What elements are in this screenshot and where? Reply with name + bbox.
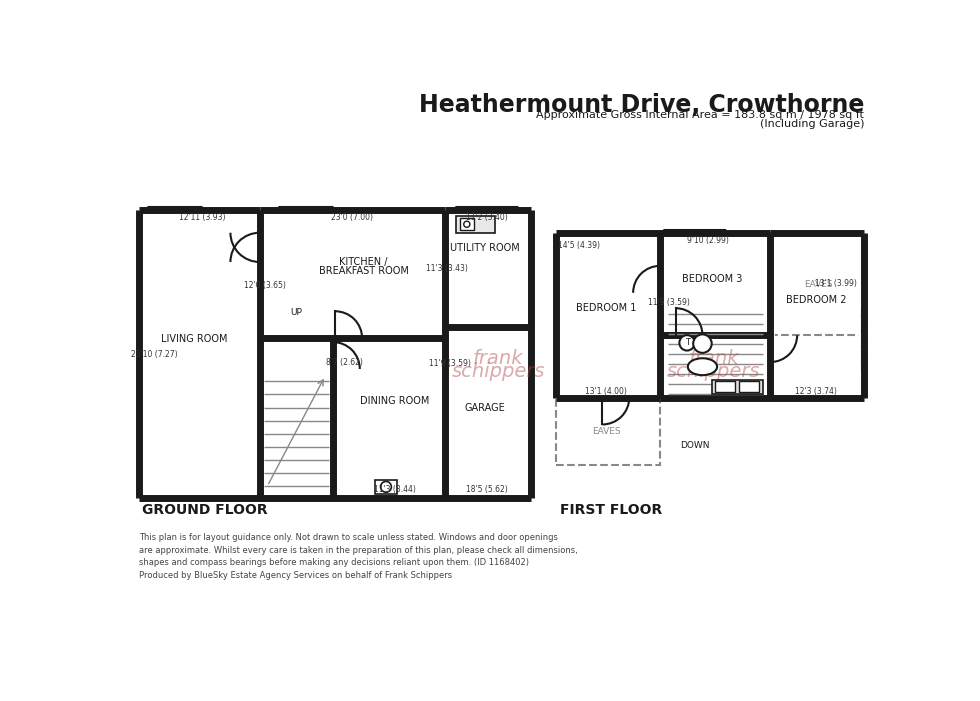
Text: 14'5 (4.39): 14'5 (4.39) (559, 240, 600, 250)
Text: schippers: schippers (452, 362, 545, 381)
Bar (661, 233, 864, 397)
Text: (Including Garage): (Including Garage) (760, 118, 864, 129)
Text: FIRST FLOOR: FIRST FLOOR (560, 503, 662, 517)
Text: 12'3 (3.74): 12'3 (3.74) (796, 387, 837, 396)
Ellipse shape (688, 358, 717, 375)
Text: Approximate Gross Internal Area = 183.8 sq m / 1978 sq ft: Approximate Gross Internal Area = 183.8 … (536, 109, 864, 120)
Text: UTILITY ROOM: UTILITY ROOM (451, 243, 520, 253)
Bar (712, 380, 762, 394)
Text: EAVES: EAVES (804, 280, 832, 289)
Text: BEDROOM 3: BEDROOM 3 (682, 274, 743, 284)
Text: 23'0 (7.00): 23'0 (7.00) (331, 213, 373, 222)
Text: 18'5 (5.62): 18'5 (5.62) (466, 485, 508, 494)
Text: 12'11 (3.93): 12'11 (3.93) (178, 213, 225, 222)
Circle shape (679, 335, 695, 350)
Bar (139, 210, 531, 498)
Text: 23'10 (7.27): 23'10 (7.27) (131, 350, 177, 359)
Bar (557, 233, 661, 397)
Text: 11'9 (3.59): 11'9 (3.59) (649, 297, 690, 306)
Text: Heathermount Drive, Crowthorne: Heathermount Drive, Crowthorne (418, 93, 864, 116)
Bar (375, 480, 397, 494)
Text: BEDROOM 2: BEDROOM 2 (786, 296, 847, 306)
Text: 13'1 (4.00): 13'1 (4.00) (585, 387, 627, 396)
Text: schippers: schippers (667, 362, 760, 381)
Text: 11'3 (3.43): 11'3 (3.43) (426, 264, 467, 273)
Circle shape (464, 222, 470, 227)
Bar (740, 381, 760, 392)
Text: 9'10 (2.99): 9'10 (2.99) (687, 236, 729, 245)
Bar (770, 233, 864, 335)
Text: KITCHEN /: KITCHEN / (339, 257, 388, 267)
Text: 12'0 (3.65): 12'0 (3.65) (244, 280, 286, 290)
Text: UP: UP (290, 308, 302, 317)
Text: frank: frank (473, 348, 523, 368)
Text: BEDROOM 1: BEDROOM 1 (576, 304, 636, 313)
Text: This plan is for layout guidance only. Not drawn to scale unless stated. Windows: This plan is for layout guidance only. N… (139, 533, 577, 580)
Text: DOWN: DOWN (680, 441, 710, 450)
Text: 11'3 (3.44): 11'3 (3.44) (373, 485, 416, 494)
Bar (557, 397, 661, 465)
Text: 11'2 (3.40): 11'2 (3.40) (466, 213, 508, 222)
Circle shape (380, 482, 391, 492)
Text: GARAGE: GARAGE (465, 403, 506, 414)
Bar (460, 218, 473, 231)
Text: frank: frank (689, 348, 739, 368)
Text: 11'9 (3.59): 11'9 (3.59) (429, 359, 470, 368)
Text: EAVES: EAVES (592, 427, 620, 436)
Text: DINING ROOM: DINING ROOM (360, 395, 429, 406)
Text: GROUND FLOOR: GROUND FLOOR (142, 503, 268, 517)
Text: LIVING ROOM: LIVING ROOM (161, 334, 227, 344)
Text: BREAKFAST ROOM: BREAKFAST ROOM (318, 266, 409, 276)
Circle shape (693, 334, 711, 353)
Bar (714, 381, 735, 392)
Bar (456, 216, 495, 233)
Text: T: T (685, 339, 690, 347)
Text: 13'1 (3.99): 13'1 (3.99) (815, 279, 858, 288)
Text: 8'7 (2.62): 8'7 (2.62) (326, 358, 363, 367)
